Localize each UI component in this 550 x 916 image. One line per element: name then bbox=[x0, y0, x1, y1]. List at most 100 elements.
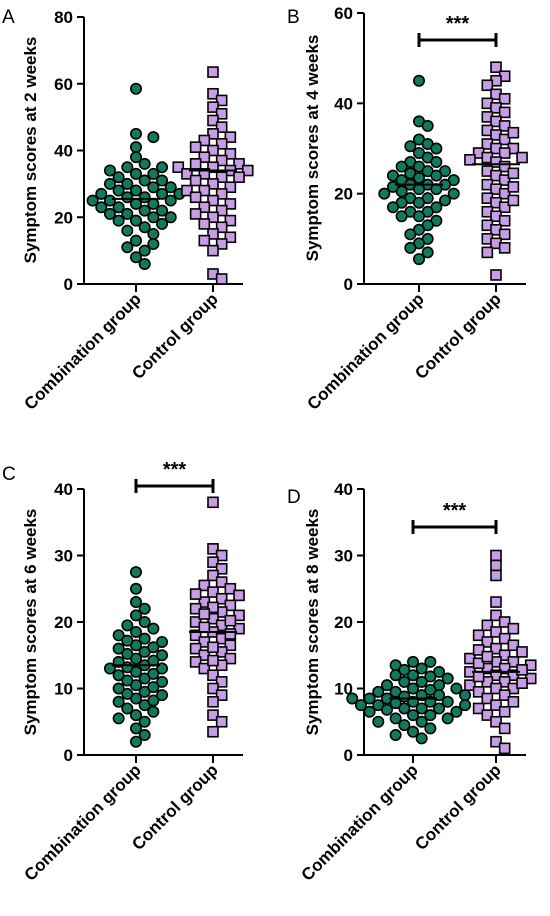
data-point-control bbox=[498, 689, 511, 701]
data-point-combination bbox=[450, 682, 463, 695]
data-point-combination bbox=[404, 241, 417, 254]
data-point-control bbox=[507, 167, 520, 180]
data-point-combination bbox=[406, 655, 419, 668]
data-point-combination bbox=[386, 180, 399, 193]
data-point-combination bbox=[433, 702, 446, 715]
significance-label: *** bbox=[443, 500, 467, 522]
data-point-combination bbox=[450, 705, 463, 718]
data-point-control bbox=[207, 194, 219, 207]
y-tick-label: 40 bbox=[54, 480, 73, 499]
data-point-combination bbox=[380, 703, 393, 716]
data-point-control bbox=[490, 626, 502, 638]
data-point-combination bbox=[130, 596, 143, 609]
data-point-control bbox=[189, 588, 202, 600]
data-point-combination bbox=[164, 194, 177, 207]
data-point-control bbox=[198, 662, 211, 675]
data-point-combination bbox=[389, 669, 402, 682]
y-tick-label: 20 bbox=[54, 613, 73, 632]
y-tick-label: 60 bbox=[54, 75, 73, 94]
data-point-combination bbox=[112, 669, 125, 682]
data-point-combination bbox=[138, 632, 151, 645]
data-point-control bbox=[472, 644, 485, 656]
y-tick-label: 0 bbox=[64, 275, 73, 294]
data-point-control bbox=[498, 676, 511, 688]
data-point-control bbox=[207, 556, 219, 568]
data-point-control bbox=[507, 656, 520, 668]
significance-label: *** bbox=[446, 13, 470, 35]
data-point-combination bbox=[441, 712, 454, 725]
y-tick-label: 20 bbox=[54, 208, 73, 227]
data-point-combination bbox=[156, 161, 169, 174]
data-point-combination bbox=[421, 246, 434, 259]
data-point-combination bbox=[395, 160, 408, 173]
data-point-combination bbox=[147, 694, 160, 707]
data-point-combination bbox=[404, 228, 417, 241]
data-point-control bbox=[498, 662, 511, 675]
data-point-control bbox=[189, 642, 202, 655]
data-point-control bbox=[481, 246, 494, 259]
data-point-combination bbox=[398, 702, 411, 715]
data-point-combination bbox=[130, 141, 143, 154]
data-point-control bbox=[189, 656, 202, 668]
data-point-combination bbox=[121, 687, 134, 700]
data-point-combination bbox=[147, 167, 160, 180]
data-point-control bbox=[224, 652, 237, 665]
y-axis-title: Symptom scores at 4 weeks bbox=[303, 35, 322, 262]
data-point-combination bbox=[156, 187, 169, 200]
data-point-control bbox=[498, 201, 511, 214]
data-point-control bbox=[490, 596, 502, 608]
data-point-combination bbox=[398, 719, 411, 732]
data-point-control bbox=[498, 705, 511, 718]
data-point-control bbox=[207, 87, 219, 100]
data-point-control bbox=[481, 709, 494, 721]
data-point-control bbox=[490, 549, 502, 562]
data-point-control bbox=[198, 151, 211, 163]
data-point-control bbox=[241, 164, 254, 177]
data-point-combination bbox=[103, 207, 116, 220]
data-point-control bbox=[498, 120, 511, 132]
data-point-combination bbox=[164, 181, 177, 194]
data-point-combination bbox=[121, 224, 134, 237]
y-tick-label: 10 bbox=[54, 680, 73, 699]
data-point-control bbox=[215, 138, 228, 150]
data-point-combination bbox=[415, 715, 428, 728]
data-point-combination bbox=[421, 119, 434, 132]
data-point-combination bbox=[406, 725, 419, 738]
data-point-control bbox=[490, 609, 502, 622]
data-point-control bbox=[181, 184, 193, 197]
data-point-combination bbox=[147, 131, 160, 144]
data-point-combination bbox=[147, 227, 160, 240]
data-point-control bbox=[490, 682, 502, 695]
data-point-control bbox=[481, 650, 494, 663]
data-point-control bbox=[224, 599, 237, 612]
data-point-combination bbox=[424, 683, 437, 696]
y-tick-label: 30 bbox=[54, 547, 73, 566]
data-point-control bbox=[198, 234, 211, 247]
data-point-control bbox=[507, 126, 520, 139]
data-point-control bbox=[198, 184, 211, 197]
y-tick-label: 0 bbox=[64, 746, 73, 765]
data-point-combination bbox=[430, 142, 443, 155]
y-tick-label: 20 bbox=[334, 613, 353, 632]
data-point-combination bbox=[156, 217, 169, 230]
data-point-control bbox=[481, 619, 494, 632]
data-point-combination bbox=[147, 181, 160, 194]
data-point-control bbox=[490, 642, 502, 655]
data-point-combination bbox=[447, 187, 460, 200]
data-point-combination bbox=[112, 214, 125, 227]
data-point-control bbox=[224, 148, 237, 160]
data-point-combination bbox=[121, 161, 134, 174]
data-point-control bbox=[224, 214, 237, 227]
data-point-control bbox=[481, 692, 494, 705]
data-point-combination bbox=[138, 204, 151, 217]
data-point-combination bbox=[156, 649, 169, 662]
data-point-control bbox=[207, 178, 219, 190]
data-point-combination bbox=[412, 253, 425, 266]
data-point-combination bbox=[430, 156, 443, 169]
data-point-control bbox=[207, 101, 219, 113]
data-point-control bbox=[207, 586, 219, 598]
data-point-combination bbox=[130, 151, 143, 164]
data-point-control bbox=[498, 616, 511, 628]
data-point-control bbox=[198, 168, 211, 180]
